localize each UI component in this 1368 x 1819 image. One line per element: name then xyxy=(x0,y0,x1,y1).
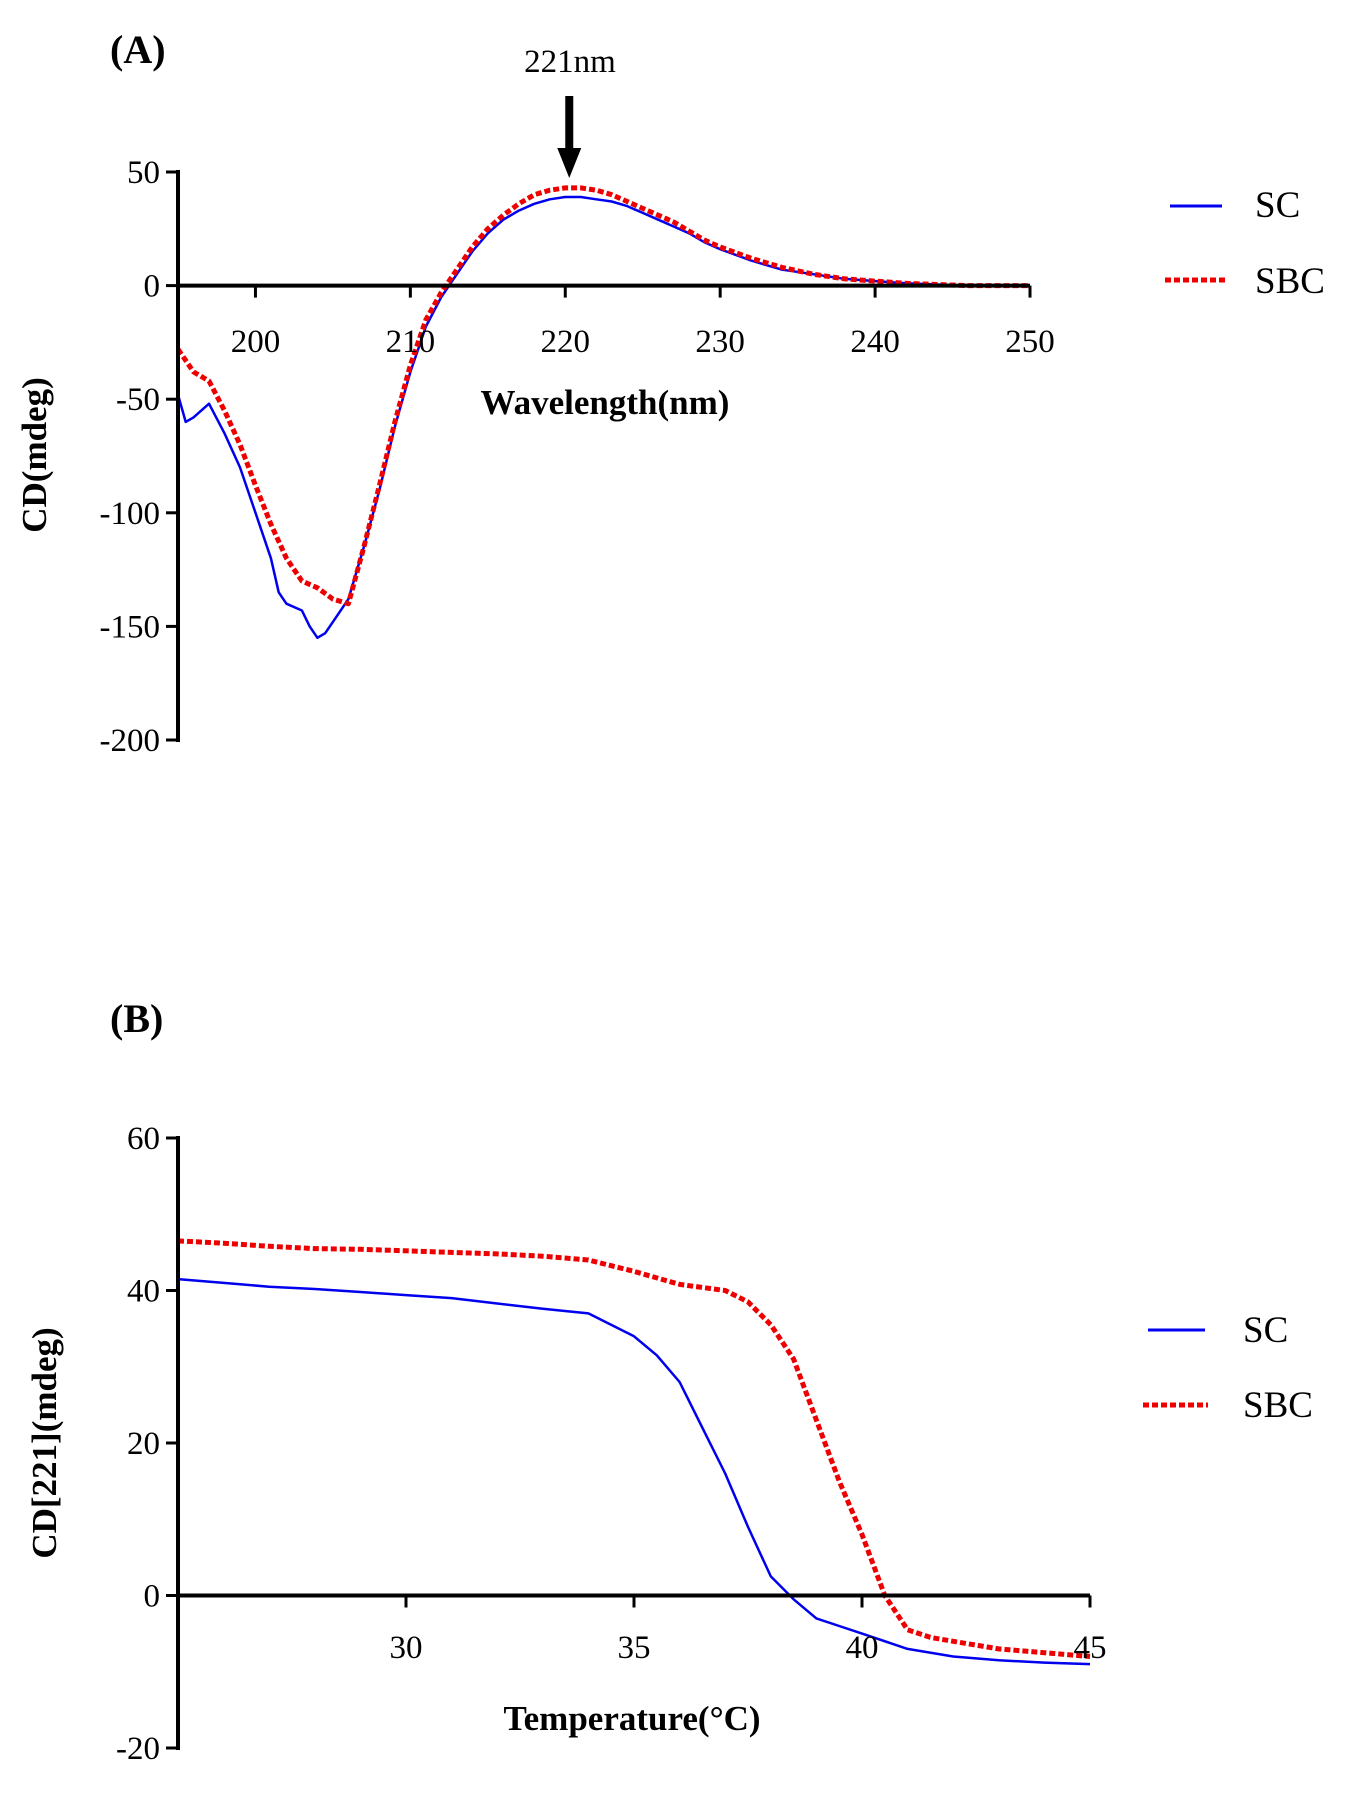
x-tick-label: 45 xyxy=(1074,1630,1107,1666)
y-tick-label: 40 xyxy=(127,1274,160,1310)
x-tick-label: 210 xyxy=(386,324,436,360)
panel-a-legend-sbc-label: SBC xyxy=(1255,261,1325,302)
series-line-sbc xyxy=(177,1238,1091,1659)
x-tick-label: 30 xyxy=(390,1630,423,1666)
arrow-head xyxy=(557,148,582,178)
y-tick-label: -50 xyxy=(116,382,160,418)
panel-b-y-ticks: 60 40 20 0 -20 xyxy=(116,1121,178,1767)
panel-a-label: (A) xyxy=(110,27,166,72)
x-tick-label: 40 xyxy=(846,1630,879,1666)
panel-a-x-axis-title: Wavelength(nm) xyxy=(481,383,730,422)
panel-a-y-axis-title: CD(mdeg) xyxy=(15,377,54,533)
x-tick-label: 200 xyxy=(231,324,281,360)
x-tick-label: 35 xyxy=(618,1630,651,1666)
peak-annotation-label: 221nm xyxy=(524,44,616,80)
y-tick-label: -20 xyxy=(116,1731,160,1767)
x-tick-label: 220 xyxy=(541,324,591,360)
panel-a-plot-area xyxy=(175,185,1030,640)
y-tick-label: 20 xyxy=(127,1426,160,1462)
series-line-sc xyxy=(176,195,1030,640)
y-tick-label: -100 xyxy=(100,496,161,532)
panel-b-legend-sbc-label: SBC xyxy=(1243,1385,1313,1426)
y-tick-label: 0 xyxy=(144,269,161,305)
y-tick-label: 50 xyxy=(127,155,160,191)
series-line-sc xyxy=(177,1277,1091,1666)
panel-a-series-group xyxy=(175,185,1030,640)
panel-a: (A) 221nm 50 0 -50 -100 -150 -200 200 210 220 23… xyxy=(15,27,1325,759)
panel-a-legend: SC SBC xyxy=(1165,185,1325,302)
x-tick-label: 250 xyxy=(1005,324,1055,360)
panel-b-legend-sc-label: SC xyxy=(1243,1310,1288,1351)
panel-b-y-axis-title: CD[221](mdeg) xyxy=(25,1327,64,1558)
y-tick-label: -150 xyxy=(100,609,161,645)
panel-b-x-ticks: 30 35 40 45 xyxy=(390,1595,1107,1666)
y-tick-label: -200 xyxy=(100,723,161,759)
x-tick-label: 230 xyxy=(695,324,745,360)
panel-a-y-ticks: 50 0 -50 -100 -150 -200 xyxy=(100,155,178,759)
peak-arrow-icon xyxy=(557,96,582,178)
series-line-sbc xyxy=(175,185,1030,607)
y-tick-label: 60 xyxy=(127,1121,160,1157)
x-tick-label: 240 xyxy=(850,324,900,360)
panel-b-label: (B) xyxy=(110,996,163,1041)
panel-a-x-ticks: 200 210 220 230 240 250 xyxy=(231,285,1055,360)
panel-b-series-group xyxy=(177,1238,1091,1666)
y-tick-label: 0 xyxy=(144,1579,161,1615)
panel-b-x-axis-title: Temperature(°C) xyxy=(504,1699,761,1738)
panel-a-legend-sc-label: SC xyxy=(1255,185,1300,226)
panel-b-legend: SC SBC xyxy=(1143,1310,1313,1426)
